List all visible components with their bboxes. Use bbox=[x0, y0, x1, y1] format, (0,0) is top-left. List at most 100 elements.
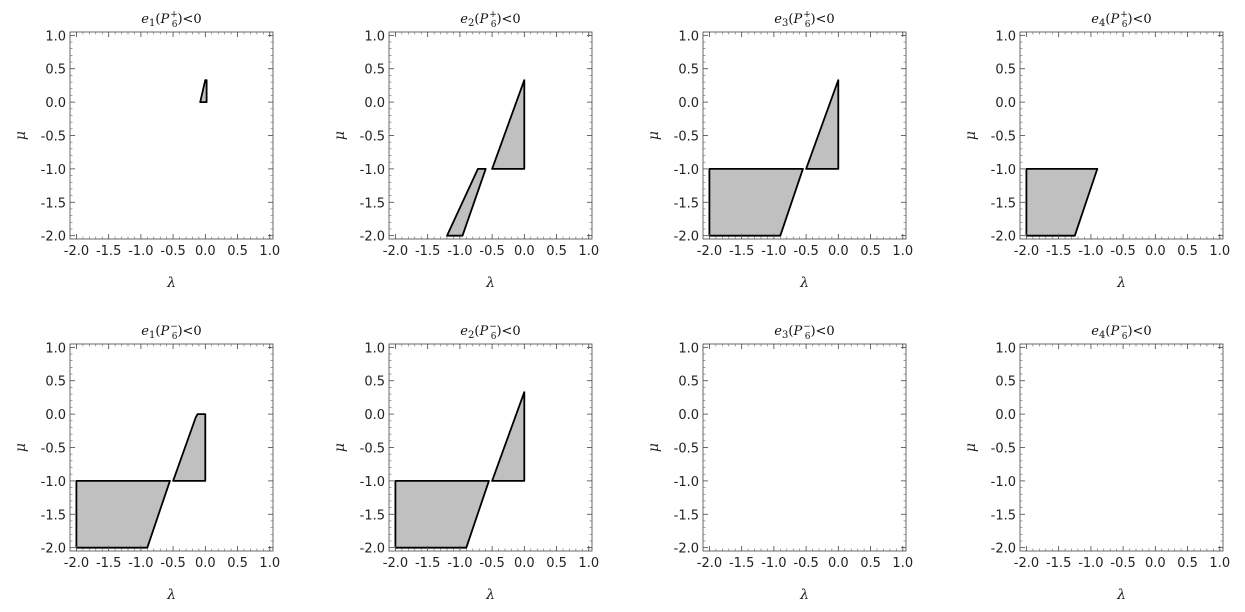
panel-7-xtick-label-4: -0.5 bbox=[793, 556, 818, 571]
panel-1-ytick-label-4: -0.5 bbox=[41, 130, 66, 145]
panel-2-ytick-label-5: 0.0 bbox=[364, 96, 385, 111]
panel-7-xtick-label-3: -1.0 bbox=[761, 556, 786, 571]
panel-2-title: e2(P+ 6)<0 bbox=[460, 10, 520, 30]
panel-3-xtick-label-6: 0.5 bbox=[860, 244, 881, 259]
panel-4-ytick-label-3: -1.0 bbox=[991, 163, 1016, 178]
panel-6-ytick-label-4: -0.5 bbox=[360, 442, 385, 457]
panel-7-xlabel: λ bbox=[799, 587, 809, 603]
panel-8: -2.0 -1.5 -1.0 -0.5 0.0 0.5 1.0 -2.0 -1.5 -1.0 -0.… bbox=[963, 322, 1230, 603]
panel-2-xtick-label-5: 0.0 bbox=[514, 244, 535, 259]
panel-5-ytick-label-6: 0.5 bbox=[45, 375, 66, 390]
panel-4-xtick-label-5: 0.0 bbox=[1145, 244, 1166, 259]
panel-6-xtick-label-3: -1.0 bbox=[447, 556, 472, 571]
panel-6-xtick-label-6: 0.5 bbox=[546, 556, 567, 571]
panel-3-title: e3(P+ 6)<0 bbox=[774, 10, 834, 30]
panel-8-ytick-label-3: -1.0 bbox=[991, 475, 1016, 490]
panel-8-ylabel: μ bbox=[963, 443, 979, 452]
panel-8-ytick-label-2: -1.5 bbox=[991, 508, 1016, 523]
panel-5-xtick-label-6: 0.5 bbox=[227, 556, 248, 571]
panel-3-ytick-label-2: -1.5 bbox=[674, 196, 699, 211]
panel-2-ylabel: μ bbox=[332, 131, 348, 140]
panel-1-xtick-label-7: 1.0 bbox=[259, 244, 280, 259]
panel-8-ytick-label-6: 0.5 bbox=[995, 375, 1016, 390]
panel-6-title: e2(P− 6)<0 bbox=[460, 322, 520, 342]
panel-2-xtick-label-4: -0.5 bbox=[479, 244, 504, 259]
panel-3-xtick-label-1: -2.0 bbox=[697, 244, 722, 259]
panel-7-frame bbox=[702, 343, 907, 552]
panel-6-ytick-label-6: 0.5 bbox=[364, 375, 385, 390]
panel-6-ytick-label-5: 0.0 bbox=[364, 408, 385, 423]
panel-2-xlabel: λ bbox=[485, 275, 495, 291]
panel-1-ytick-label-5: 0.0 bbox=[45, 96, 66, 111]
panel-8-frame bbox=[1019, 343, 1224, 552]
panel-7-ytick-label-7: 1.0 bbox=[678, 341, 699, 356]
panel-2-xtick-label-3: -1.0 bbox=[447, 244, 472, 259]
panel-5-xlabel: λ bbox=[166, 587, 176, 603]
panel-2-ytick-label-4: -0.5 bbox=[360, 130, 385, 145]
panel-3-ylabel: μ bbox=[646, 131, 662, 140]
panel-2-ytick-label-7: 1.0 bbox=[364, 29, 385, 44]
panel-1-ylabel: μ bbox=[13, 131, 29, 140]
panel-8-xtick-label-4: -0.5 bbox=[1110, 556, 1135, 571]
panel-1-ytick-label-1: -2.0 bbox=[41, 230, 66, 245]
panel-7-xtick-label-2: -1.5 bbox=[729, 556, 754, 571]
panel-7-xtick-label-6: 0.5 bbox=[860, 556, 881, 571]
panel-7-ytick-label-1: -2.0 bbox=[674, 542, 699, 557]
panel-7-ytick-label-5: 0.0 bbox=[678, 408, 699, 423]
panel-1-xtick-label-1: -2.0 bbox=[64, 244, 89, 259]
panel-5-ylabel: μ bbox=[13, 443, 29, 452]
panel-1-xtick-label-3: -1.0 bbox=[128, 244, 153, 259]
panel-5-xtick-label-1: -2.0 bbox=[64, 556, 89, 571]
panel-3-xtick-label-3: -1.0 bbox=[761, 244, 786, 259]
panel-4-ytick-label-5: 0.0 bbox=[995, 96, 1016, 111]
panel-2-ytick-label-2: -1.5 bbox=[360, 196, 385, 211]
panel-2-region-2 bbox=[491, 79, 526, 170]
panel-6-region-2 bbox=[491, 391, 526, 482]
panel-7: -2.0 -1.5 -1.0 -0.5 0.0 0.5 1.0 -2.0 -1.5 -1.0 -0.… bbox=[646, 322, 913, 603]
panel-8-xtick-label-5: 0.0 bbox=[1145, 556, 1166, 571]
panel-4-region-1 bbox=[1025, 167, 1099, 237]
panel-4-xtick-label-2: -1.5 bbox=[1046, 244, 1071, 259]
panel-8-xtick-label-1: -2.0 bbox=[1014, 556, 1039, 571]
panel-5-ytick-label-4: -0.5 bbox=[41, 442, 66, 457]
panel-5-ytick-label-2: -1.5 bbox=[41, 508, 66, 523]
panel-3-region-1 bbox=[708, 167, 804, 237]
panel-2-xtick-label-1: -2.0 bbox=[383, 244, 408, 259]
panel-4-xtick-label-4: -0.5 bbox=[1110, 244, 1135, 259]
panel-6-xlabel: λ bbox=[485, 587, 495, 603]
panel-4-ytick-label-7: 1.0 bbox=[995, 29, 1016, 44]
panel-7-ytick-label-2: -1.5 bbox=[674, 508, 699, 523]
panel-4-ytick-label-1: -2.0 bbox=[991, 230, 1016, 245]
panel-3-xtick-label-4: -0.5 bbox=[793, 244, 818, 259]
panel-2-ytick-label-3: -1.0 bbox=[360, 163, 385, 178]
panel-1-xtick-label-2: -1.5 bbox=[96, 244, 121, 259]
panel-4-xtick-label-6: 0.5 bbox=[1177, 244, 1198, 259]
panel-5-ytick-label-5: 0.0 bbox=[45, 408, 66, 423]
panel-4-ylabel: μ bbox=[963, 131, 979, 140]
panel-5-ytick-label-7: 1.0 bbox=[45, 341, 66, 356]
panel-6-ytick-label-1: -2.0 bbox=[360, 542, 385, 557]
panel-4-xlabel: λ bbox=[1116, 275, 1126, 291]
panel-3-xtick-label-2: -1.5 bbox=[729, 244, 754, 259]
panel-2: -2.0 -1.5 -1.0 -0.5 0.0 0.5 1.0 -2.0 -1.5 -1.0 -0.… bbox=[332, 10, 599, 291]
panel-8-xtick-label-7: 1.0 bbox=[1209, 556, 1230, 571]
panel-4-ytick-label-6: 0.5 bbox=[995, 63, 1016, 78]
panel-5-xtick-label-3: -1.0 bbox=[128, 556, 153, 571]
panel-4-xtick-label-1: -2.0 bbox=[1014, 244, 1039, 259]
panel-4-xtick-label-7: 1.0 bbox=[1209, 244, 1230, 259]
panel-2-region-1 bbox=[446, 167, 487, 237]
panel-3-ytick-label-7: 1.0 bbox=[678, 29, 699, 44]
panel-5-region-2 bbox=[172, 413, 207, 482]
panel-5-xtick-label-4: -0.5 bbox=[160, 556, 185, 571]
panel-7-ytick-label-6: 0.5 bbox=[678, 375, 699, 390]
panel-8-ytick-label-7: 1.0 bbox=[995, 341, 1016, 356]
panel-6-xtick-label-5: 0.0 bbox=[514, 556, 535, 571]
panel-8-xtick-label-3: -1.0 bbox=[1078, 556, 1103, 571]
panel-6-ylabel: μ bbox=[332, 443, 348, 452]
panel-6-xtick-label-1: -2.0 bbox=[383, 556, 408, 571]
panel-6: -2.0 -1.5 -1.0 -0.5 0.0 0.5 1.0 -2.0 -1.5 -1.0 -0.… bbox=[332, 322, 599, 603]
panel-7-ylabel: μ bbox=[646, 443, 662, 452]
panel-1-xtick-label-6: 0.5 bbox=[227, 244, 248, 259]
panel-1-ytick-label-6: 0.5 bbox=[45, 63, 66, 78]
panel-3-xlabel: λ bbox=[799, 275, 809, 291]
